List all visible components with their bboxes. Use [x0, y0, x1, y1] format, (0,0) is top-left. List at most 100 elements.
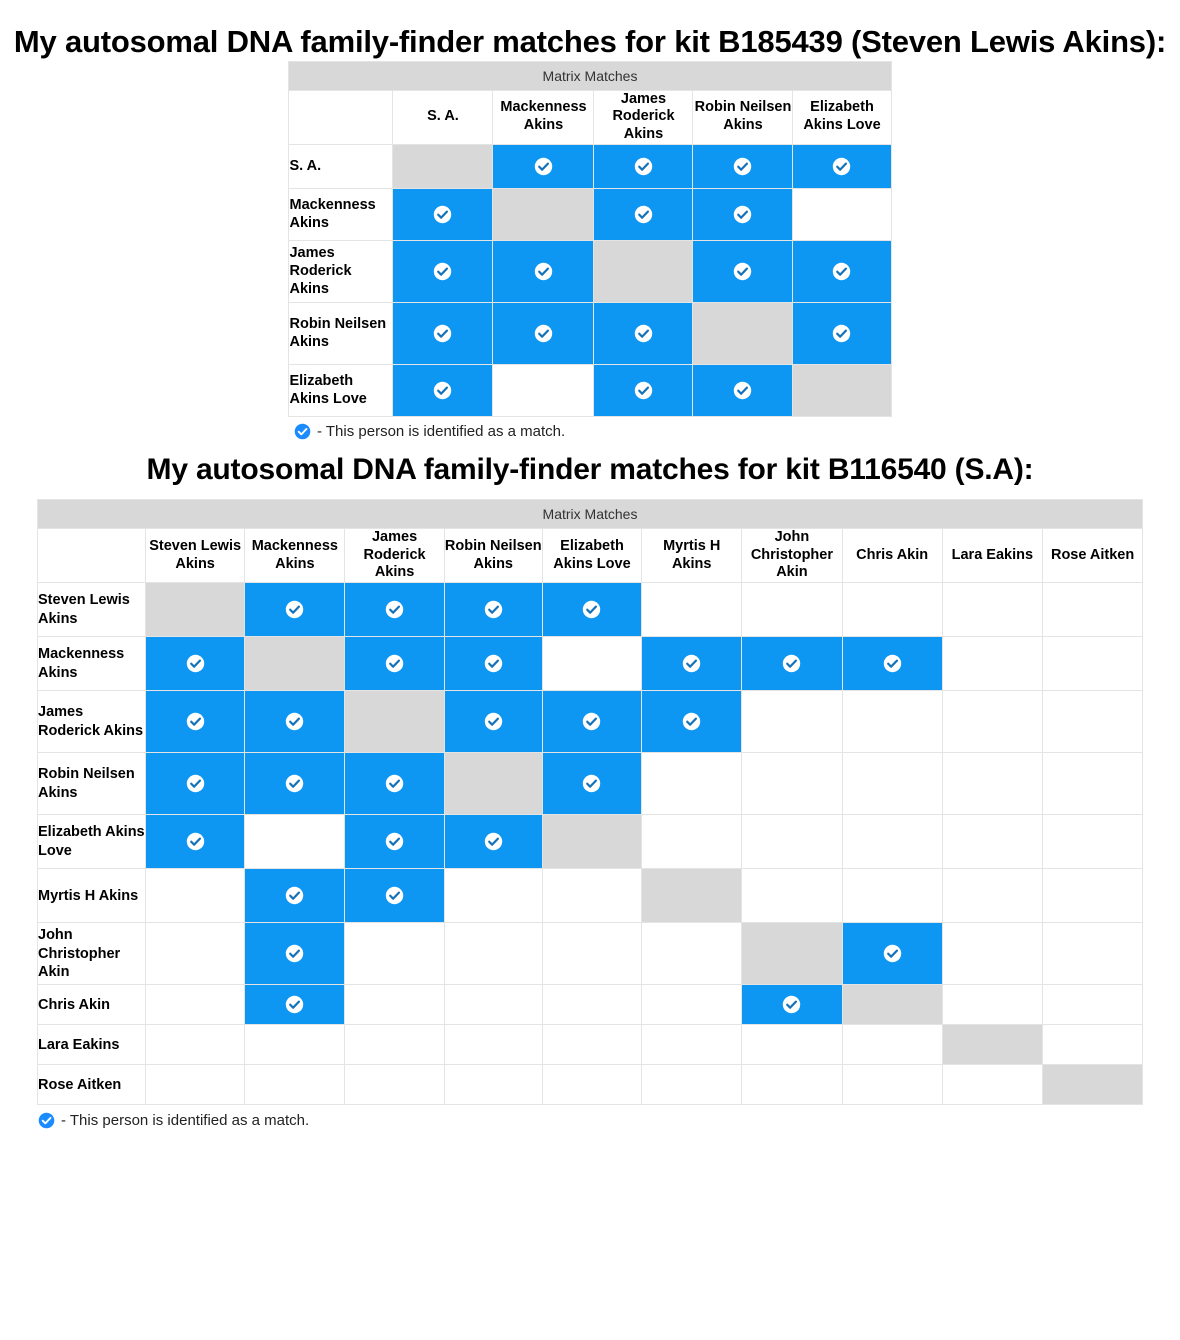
column-header-3: Robin Neilsen Akins — [443, 528, 543, 584]
row-header-0: Steven Lewis Akins — [37, 582, 146, 638]
match-cell[interactable] — [593, 301, 694, 365]
empty-cell — [941, 690, 1044, 754]
section-kit-b185439: My autosomal DNA family-finder matches f… — [0, 0, 1180, 440]
match-cell[interactable] — [692, 143, 794, 189]
match-cell[interactable] — [244, 690, 346, 754]
match-cell[interactable] — [792, 301, 892, 365]
match-cell[interactable] — [244, 582, 346, 638]
empty-cell — [741, 868, 843, 924]
check-circle-icon — [782, 654, 801, 673]
check-circle-icon — [682, 712, 701, 731]
matrix-one-body: S. A. Mackenness Akins James Roderick Akin… — [288, 143, 892, 417]
match-cell[interactable] — [692, 363, 794, 417]
matrix-row: Mackenness Akins — [288, 187, 892, 241]
match-cell[interactable] — [392, 187, 494, 241]
check-circle-icon — [582, 774, 601, 793]
check-circle-icon — [433, 381, 452, 400]
match-cell[interactable] — [792, 143, 892, 189]
match-cell[interactable] — [641, 636, 743, 692]
empty-cell — [641, 752, 743, 816]
empty-cell — [941, 1064, 1044, 1106]
match-cell[interactable] — [541, 582, 643, 638]
empty-cell — [841, 752, 943, 816]
empty-cell — [641, 582, 743, 638]
empty-cell — [144, 922, 246, 986]
empty-cell — [443, 1024, 543, 1066]
match-cell[interactable] — [443, 636, 543, 692]
empty-cell — [1042, 814, 1143, 870]
row-header-3: Robin Neilsen Akins — [37, 752, 146, 816]
matrix-row: Robin Neilsen Akins — [288, 301, 892, 365]
match-cell[interactable] — [443, 814, 543, 870]
match-cell[interactable] — [244, 984, 346, 1026]
self-cell — [841, 984, 943, 1026]
row-header-3: Robin Neilsen Akins — [288, 301, 394, 365]
match-cell[interactable] — [641, 690, 743, 754]
empty-cell — [541, 1024, 643, 1066]
match-cell[interactable] — [593, 143, 694, 189]
match-cell[interactable] — [392, 301, 494, 365]
match-cell[interactable] — [392, 239, 494, 303]
check-circle-icon — [782, 995, 801, 1014]
matrix-table-one: Matrix Matches S. A. Mackenness Akins Jame… — [288, 60, 892, 417]
match-cell[interactable] — [841, 922, 943, 986]
match-cell[interactable] — [741, 636, 843, 692]
match-cell[interactable] — [492, 143, 595, 189]
match-cell[interactable] — [344, 814, 445, 870]
match-cell[interactable] — [593, 187, 694, 241]
empty-cell — [344, 1024, 445, 1066]
match-cell[interactable] — [144, 636, 246, 692]
column-header-8: Lara Eakins — [941, 528, 1044, 584]
match-cell[interactable] — [692, 239, 794, 303]
match-cell[interactable] — [244, 922, 346, 986]
page-title-kit-b116540: My autosomal DNA family-finder matches f… — [146, 452, 1034, 486]
match-cell[interactable] — [344, 636, 445, 692]
match-cell[interactable] — [344, 582, 445, 638]
self-cell — [593, 239, 694, 303]
match-cell[interactable] — [144, 690, 246, 754]
empty-cell — [244, 1024, 346, 1066]
match-cell[interactable] — [741, 984, 843, 1026]
match-cell[interactable] — [144, 814, 246, 870]
column-header-0: Steven Lewis Akins — [144, 528, 246, 584]
match-cell[interactable] — [492, 239, 595, 303]
match-cell[interactable] — [692, 187, 794, 241]
empty-cell — [941, 752, 1044, 816]
match-cell[interactable] — [792, 239, 892, 303]
match-cell[interactable] — [392, 363, 494, 417]
match-cell[interactable] — [244, 868, 346, 924]
empty-cell — [841, 814, 943, 870]
legend-one-text: - This person is identified as a match. — [317, 422, 566, 440]
legend-one: - This person is identified as a match. — [284, 423, 896, 440]
match-cell[interactable] — [593, 363, 694, 417]
legend-two: - This person is identified as a match. — [36, 1112, 1144, 1129]
match-cell[interactable] — [443, 690, 543, 754]
empty-cell — [641, 814, 743, 870]
match-cell[interactable] — [443, 582, 543, 638]
match-cell[interactable] — [541, 752, 643, 816]
empty-cell — [841, 1024, 943, 1066]
self-cell — [443, 752, 543, 816]
self-cell — [492, 187, 595, 241]
empty-cell — [1042, 984, 1143, 1026]
empty-cell — [443, 868, 543, 924]
section-kit-b116540: My autosomal DNA family-finder matches f… — [0, 440, 1180, 1129]
match-cell[interactable] — [541, 690, 643, 754]
check-circle-icon — [385, 832, 404, 851]
empty-cell — [741, 582, 843, 638]
row-header-5: Myrtis H Akins — [37, 868, 146, 924]
empty-cell — [641, 922, 743, 986]
empty-cell — [492, 363, 595, 417]
check-circle-icon — [634, 324, 653, 343]
match-cell[interactable] — [492, 301, 595, 365]
matrix-caption: Matrix Matches — [288, 60, 892, 91]
match-cell[interactable] — [244, 752, 346, 816]
empty-cell — [841, 868, 943, 924]
match-cell[interactable] — [344, 752, 445, 816]
row-header-2: James Roderick Akins — [37, 690, 146, 754]
match-cell[interactable] — [344, 868, 445, 924]
empty-cell — [344, 984, 445, 1026]
self-cell — [741, 922, 843, 986]
match-cell[interactable] — [841, 636, 943, 692]
match-cell[interactable] — [144, 752, 246, 816]
